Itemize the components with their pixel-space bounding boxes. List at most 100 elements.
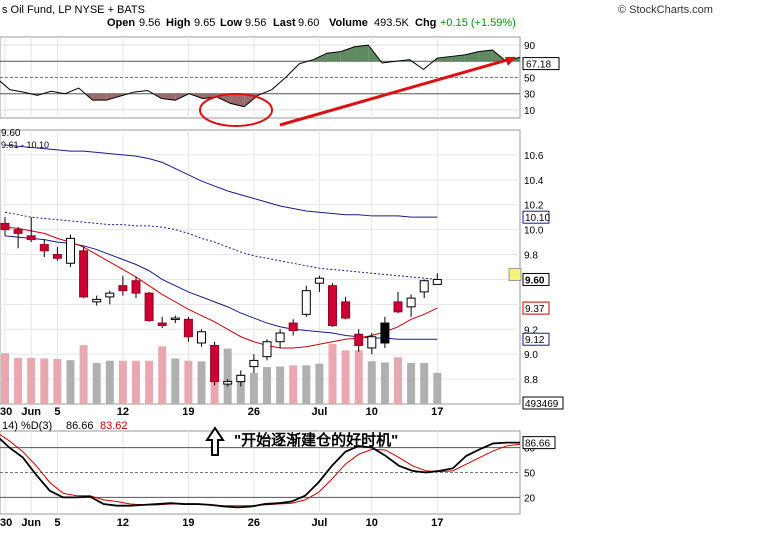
rsi-tick-label-30: 30	[524, 90, 536, 101]
volume-bar	[132, 360, 140, 404]
candle-body	[144, 292, 154, 322]
volume-bar	[79, 345, 88, 404]
stoch-value-tag-text: 86.66	[525, 439, 550, 450]
candle-body	[419, 280, 429, 293]
stoch-tick-label-20: 20	[524, 493, 536, 504]
candle-body	[406, 297, 416, 308]
candle-body	[393, 301, 403, 313]
last-label: Last	[273, 17, 296, 29]
volume-bar	[328, 344, 337, 404]
high-value: 9.65	[194, 17, 215, 29]
price-tick-label-10: 10.0	[524, 226, 544, 237]
volume-bar	[249, 372, 258, 404]
x-axis-price: 30 Jun 5 12 19 26 Jul 10 17	[0, 406, 443, 418]
candle-body	[170, 317, 180, 321]
price-tick-label-10.4: 10.4	[524, 176, 544, 187]
candle-body	[314, 277, 324, 284]
panel-frame-1	[0, 129, 521, 405]
candle-body	[79, 250, 89, 298]
price-tick-label-9.8: 9.8	[524, 251, 538, 262]
volume-bar	[420, 363, 429, 404]
trend-arrow-line	[279, 56, 515, 127]
ma-fast-line	[4, 226, 438, 349]
chart-title: s Oil Fund, LP NYSE + BATS	[2, 4, 145, 16]
oversold-circle-annotation	[199, 93, 273, 127]
price-tick-label-8.8: 8.8	[524, 375, 538, 386]
candle-body	[157, 322, 167, 327]
candle-body	[66, 237, 75, 264]
last-price-marker	[508, 267, 522, 281]
volume-bar	[276, 366, 285, 404]
candle-body	[236, 374, 246, 383]
low-value: 9.56	[245, 17, 266, 29]
volume-bar	[14, 357, 23, 404]
volume-value-tag-text: 493469	[525, 399, 559, 410]
up-arrow-icon	[205, 426, 225, 456]
annotation-text: "开始逐渐建仓的好时机"	[234, 431, 398, 449]
rsi-overbought-fill-25	[340, 46, 355, 62]
candle-body	[39, 244, 49, 252]
volume-bar	[92, 363, 101, 404]
rsi-value-tag	[522, 57, 560, 71]
rsi-value-tag-text: 67.18	[526, 60, 551, 71]
candle-body	[183, 318, 193, 338]
rsi-oversold-fill-7	[92, 93, 107, 101]
open-value: 9.56	[139, 17, 160, 29]
volume-bar	[394, 357, 402, 404]
x-tick-label: 12	[117, 517, 129, 529]
volume-bar	[380, 362, 389, 404]
x-tick-label: Jun	[21, 517, 41, 529]
candle-body	[275, 332, 285, 343]
ohlc-readout: Open 9.56 High 9.65 Low 9.56 Last 9.60 V…	[107, 17, 516, 29]
x-tick-label: Jul	[311, 517, 327, 529]
candle-body	[328, 285, 337, 327]
candle-body	[380, 322, 390, 344]
chg-label: Chg	[415, 17, 436, 29]
volume-label: Volume	[329, 17, 368, 29]
volume-value: 493.5K	[374, 17, 410, 29]
volume-bar	[407, 363, 416, 404]
rsi-overbought-fill-26	[354, 45, 369, 62]
trend-arrow-head	[505, 57, 516, 66]
stoch-legend-label: 14) %D(3)	[2, 420, 52, 432]
stoch-grid: 205080	[0, 431, 536, 514]
rsi-oversold-fill-8	[106, 93, 121, 101]
volume-bar	[263, 367, 271, 404]
candle-body	[105, 292, 115, 298]
candle-body	[92, 298, 102, 303]
price-tag-box-1	[522, 272, 550, 286]
candle-body	[13, 229, 23, 234]
stochastic-panel: 86.66	[0, 433, 556, 509]
rsi-line	[0, 44, 521, 108]
volume-bar	[289, 365, 298, 404]
price-tag-box-3	[522, 332, 550, 346]
x-tick-label: 19	[182, 517, 194, 529]
candle-body	[131, 280, 141, 294]
price-tag-box-0	[522, 210, 550, 224]
stoch-legend: 14) %D(3) 86.66 83.62	[2, 420, 128, 432]
x-tick-label: 10	[366, 517, 378, 529]
volume-bar	[236, 374, 245, 404]
x-tick-label: 19	[182, 406, 194, 418]
volume-bar	[1, 353, 9, 404]
volume-bar	[27, 357, 36, 404]
candle-body	[0, 222, 10, 231]
volume-bar	[184, 360, 193, 404]
volume-bar	[53, 359, 62, 404]
rsi-overbought-fill-24	[326, 51, 341, 62]
rsi-oversold-fill-17	[230, 93, 245, 107]
candle-body	[262, 341, 272, 358]
rsi-overbought-fill-32	[437, 56, 452, 62]
last-value: 9.60	[298, 17, 319, 29]
candle-body	[26, 235, 36, 241]
volume-bar	[433, 372, 442, 404]
stoch-tick-label-50: 50	[524, 469, 536, 480]
candle-body	[354, 333, 364, 346]
volume-bar	[171, 358, 180, 404]
ma-label-1: 9.60	[1, 128, 21, 139]
rsi-panel: 67.18	[0, 44, 560, 108]
chg-value: +0.15 (+1.59%)	[440, 17, 516, 29]
x-tick-label: 5	[54, 406, 60, 418]
volume-bar	[354, 350, 363, 404]
moving-averages	[4, 144, 438, 349]
